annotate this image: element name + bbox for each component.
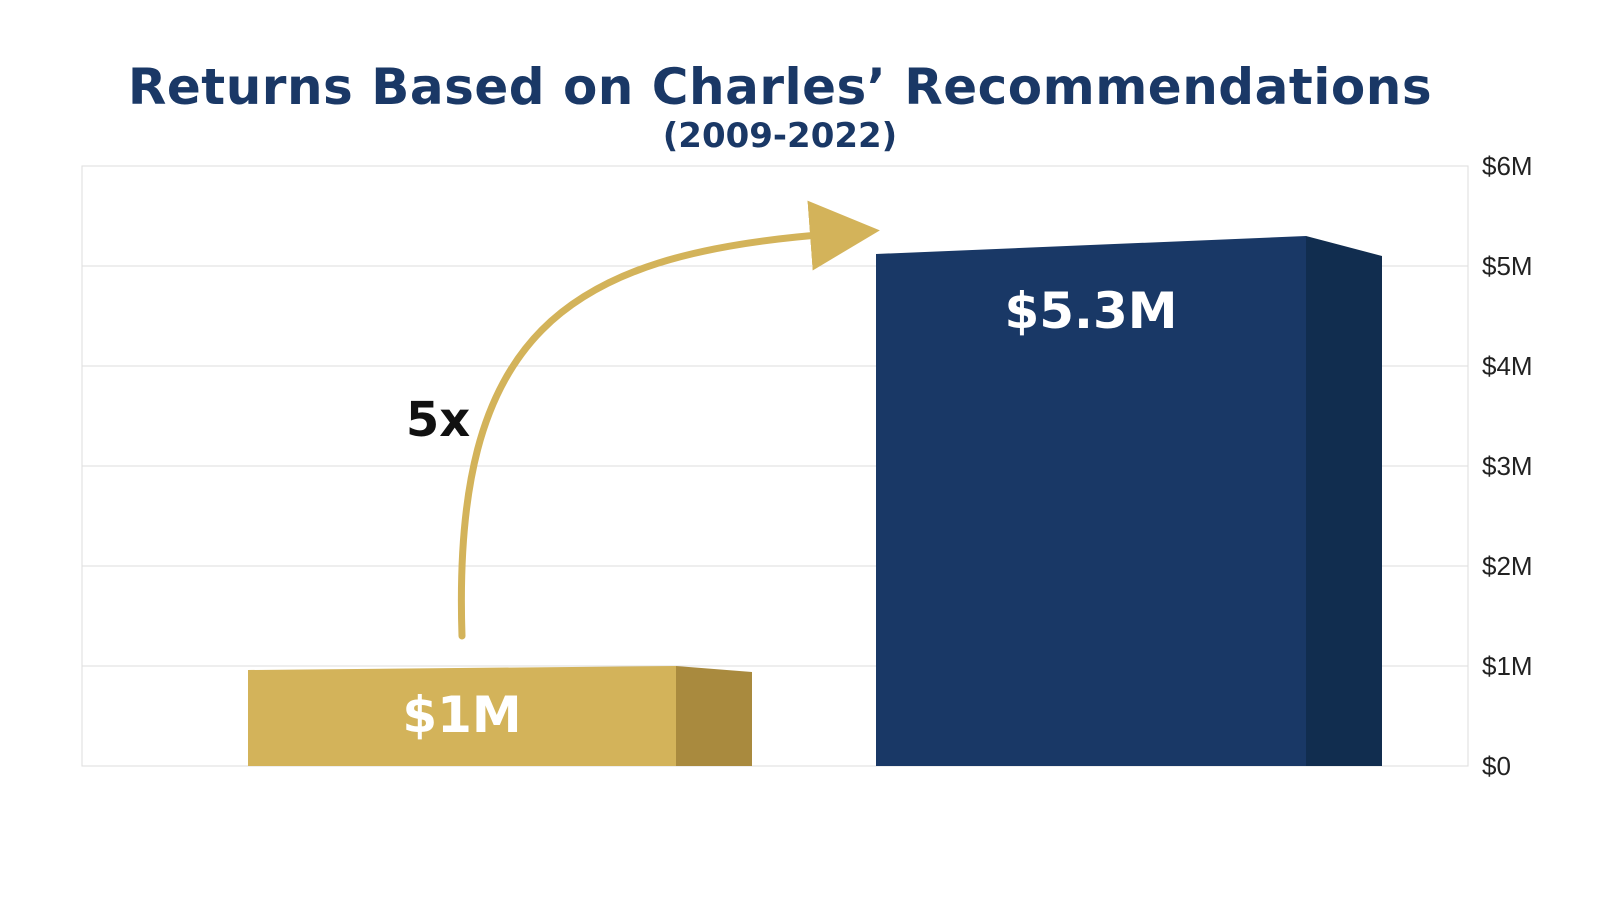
y-tick-label: $5M (1482, 251, 1533, 281)
bar (876, 236, 1306, 766)
bar-side (676, 666, 752, 766)
growth-arrow (457, 200, 880, 640)
chart-title: Returns Based on Charles’ Recommendation… (127, 58, 1433, 116)
bar-side (1306, 236, 1382, 766)
y-tick-label: $4M (1482, 351, 1533, 381)
data-label: $1M (402, 686, 521, 744)
data-label: $5.3M (1004, 282, 1177, 340)
y-tick-label: $0 (1482, 751, 1511, 781)
chart-subtitle: (2009-2022) (662, 116, 898, 156)
annotation-layer: 5x (406, 200, 880, 640)
bar (248, 666, 676, 766)
bars-layer: $1M $5.3M (248, 236, 1382, 766)
y-tick-label: $1M (1482, 651, 1533, 681)
y-axis: $0 $1M $2M $3M $4M $5M $6M (1482, 151, 1533, 781)
y-tick-label: $2M (1482, 551, 1533, 581)
y-tick-label: $3M (1482, 451, 1533, 481)
multiplier-label: 5x (406, 392, 470, 448)
y-tick-label: $6M (1482, 151, 1533, 181)
